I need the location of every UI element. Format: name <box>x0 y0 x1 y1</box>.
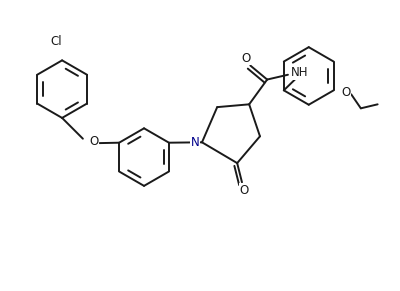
Text: O: O <box>341 86 350 99</box>
Text: O: O <box>239 184 248 197</box>
Text: NH: NH <box>290 66 308 79</box>
Text: N: N <box>190 136 199 149</box>
Text: O: O <box>241 52 250 65</box>
Text: Cl: Cl <box>50 35 62 48</box>
Text: O: O <box>90 135 99 148</box>
